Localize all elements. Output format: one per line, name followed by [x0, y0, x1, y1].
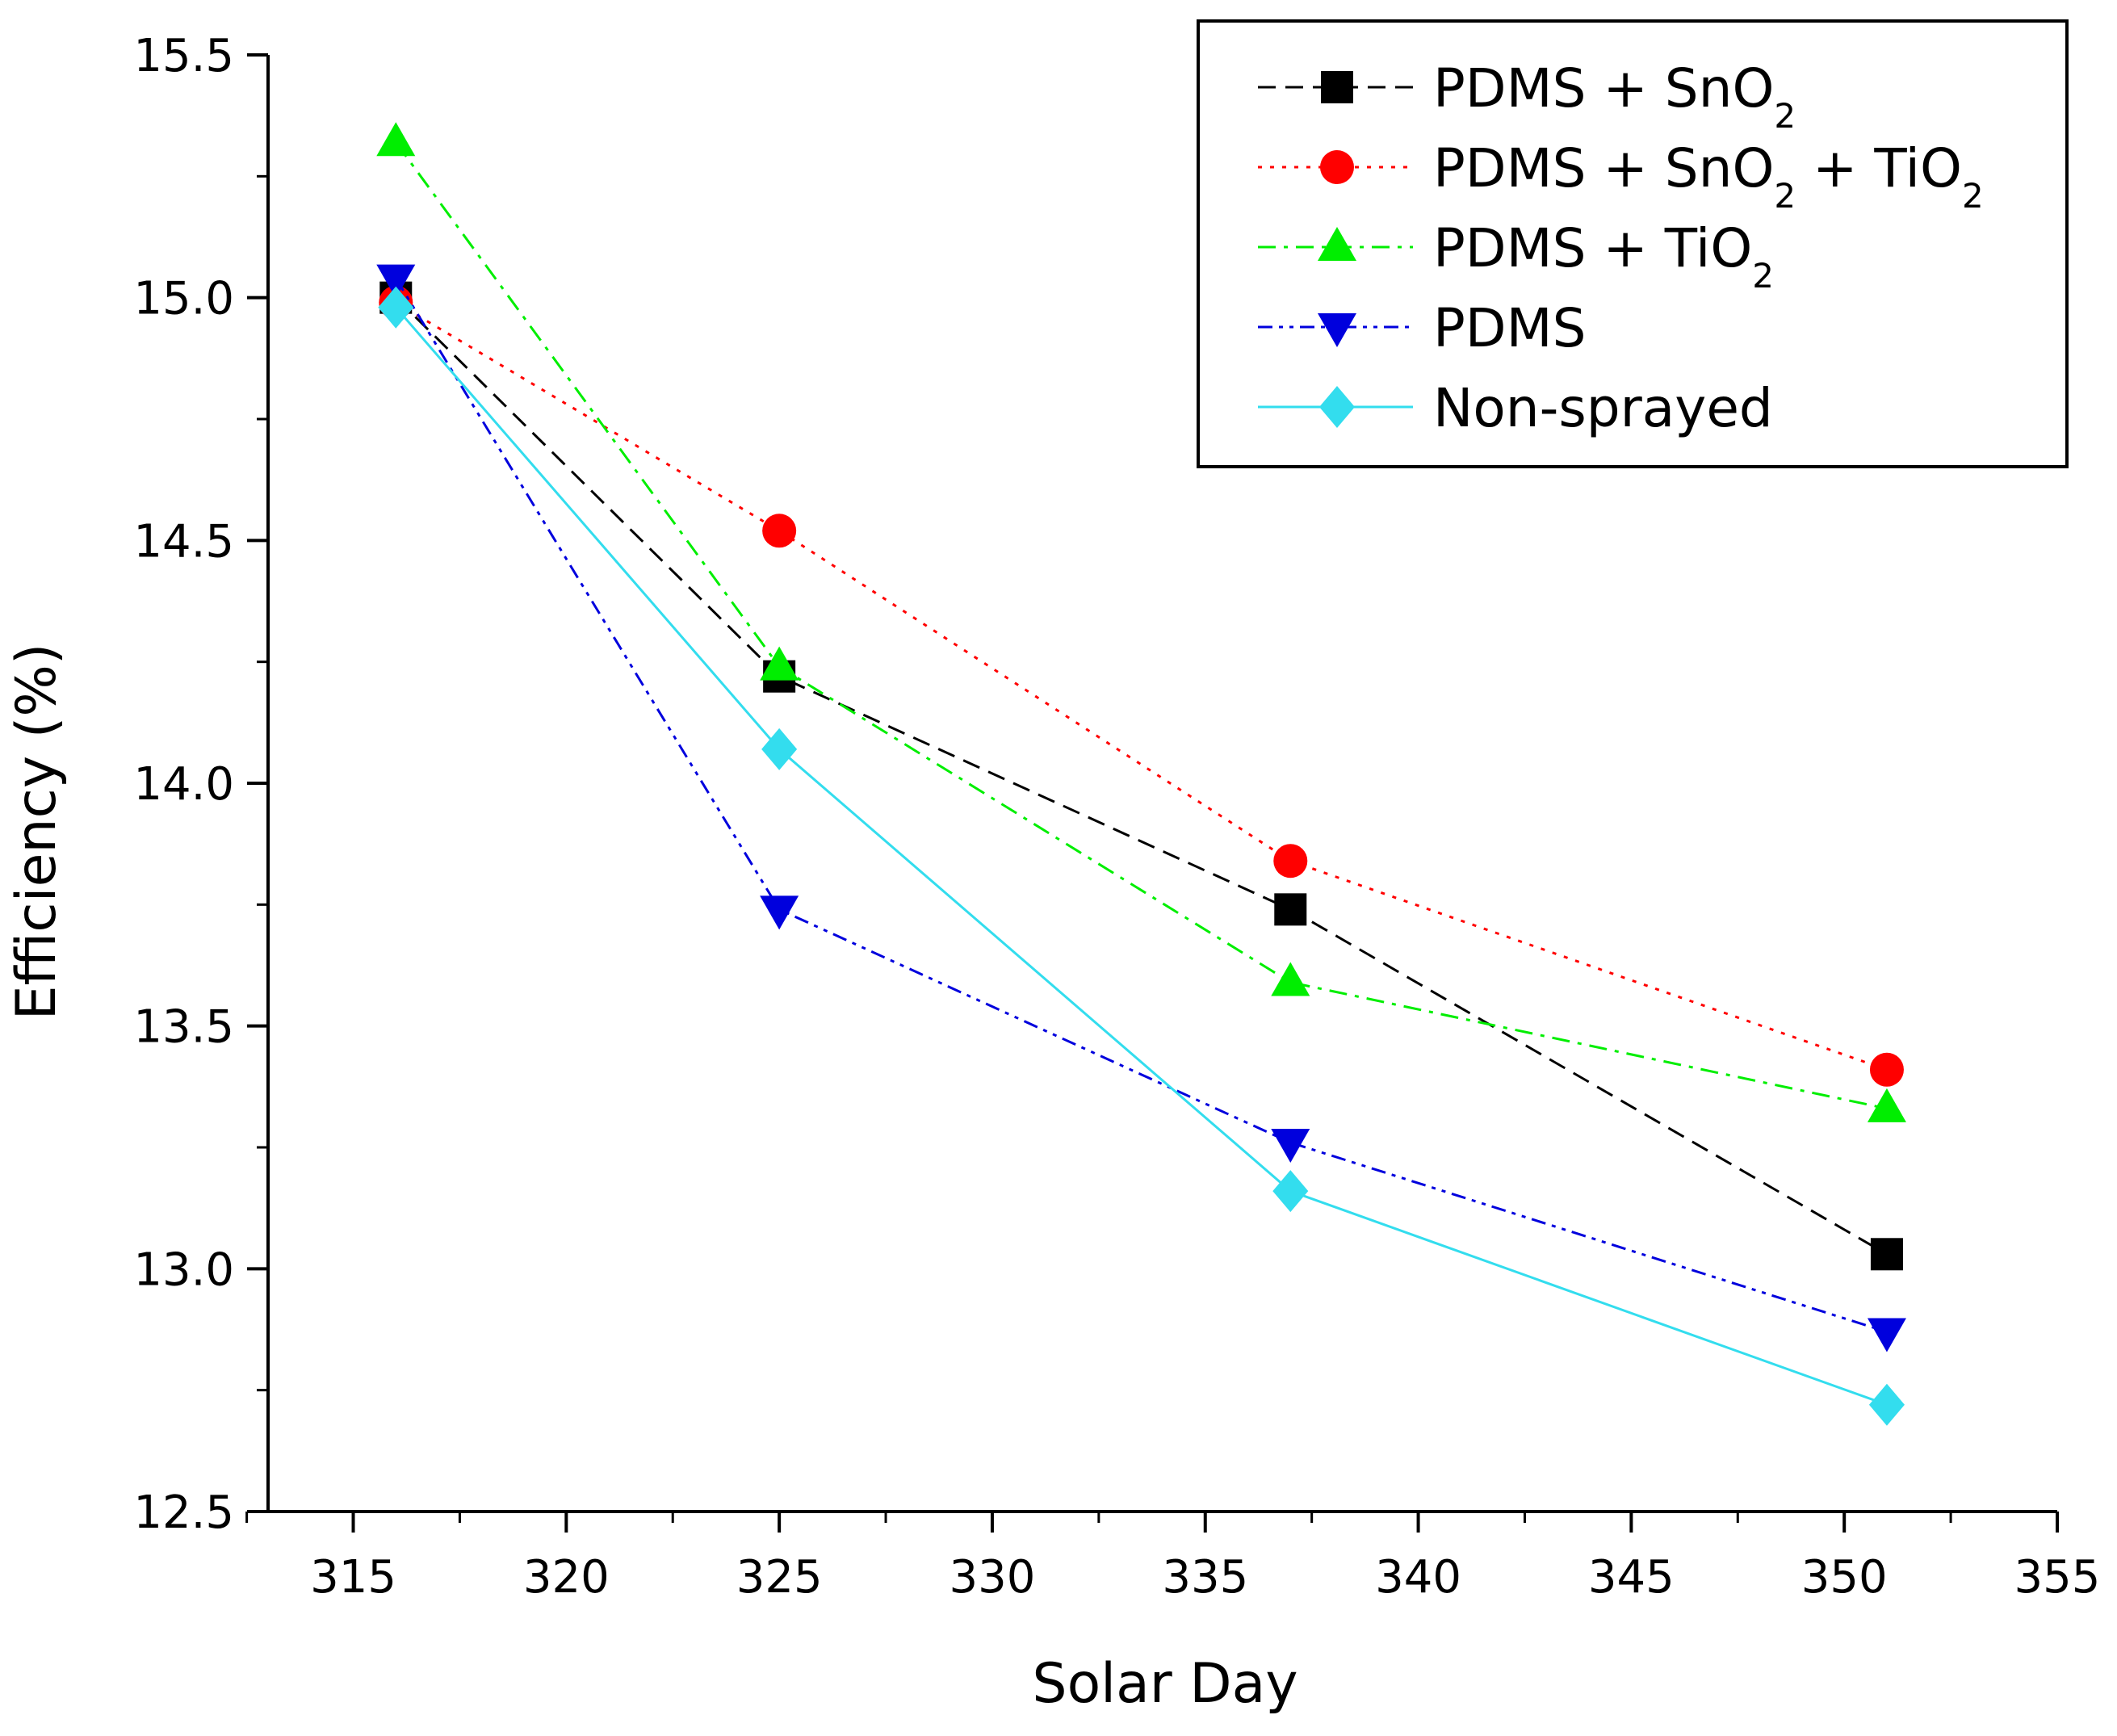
legend-label: Non-sprayed [1433, 377, 1773, 439]
series-line [395, 306, 1888, 1407]
legend-marker [1320, 150, 1354, 184]
x-tick-label: 345 [1588, 1551, 1675, 1604]
x-tick-label: 325 [736, 1551, 823, 1604]
data-point [1867, 1088, 1906, 1122]
legend-item: PDMS + TiO2 [1258, 217, 1774, 296]
x-tick-label: 335 [1162, 1551, 1248, 1604]
data-point [1271, 962, 1310, 996]
data-point [762, 514, 797, 548]
legend-label: PDMS [1433, 297, 1586, 359]
data-point [1870, 1238, 1903, 1271]
series-line [395, 296, 1888, 1256]
legend-marker [1318, 227, 1356, 261]
legend-marker [1318, 313, 1356, 347]
data-point [761, 728, 798, 770]
legend-item: Non-sprayed [1258, 377, 1773, 439]
legend-label: PDMS + SnO2 [1433, 57, 1796, 136]
series-4 [376, 264, 1906, 1352]
series-layer [376, 122, 1906, 1426]
data-point [760, 646, 799, 681]
x-axis-title: Solar Day [1032, 1652, 1297, 1716]
legend-item: PDMS + SnO2 + TiO2 [1258, 137, 1984, 216]
y-tick-label: 15.5 [133, 30, 234, 82]
data-point [378, 286, 414, 329]
data-point [376, 122, 416, 157]
y-axis-title: Efficiency (%) [5, 644, 69, 1021]
y-tick-label: 13.0 [133, 1243, 234, 1296]
data-point [760, 895, 799, 930]
data-point [376, 264, 416, 299]
data-point [1271, 1128, 1310, 1163]
legend-label: PDMS + SnO2 + TiO2 [1433, 137, 1984, 216]
data-point [1867, 1318, 1906, 1352]
x-tick-label: 320 [523, 1551, 610, 1604]
legend-item: PDMS + SnO2 [1258, 57, 1796, 136]
y-tick-label: 15.0 [133, 273, 234, 325]
y-tick-label: 14.0 [133, 758, 234, 811]
y-tick-label: 13.5 [133, 1001, 234, 1054]
series-5 [378, 286, 1905, 1426]
data-point [1868, 1383, 1905, 1426]
series-line [395, 141, 1888, 1110]
legend-item: PDMS [1258, 297, 1586, 359]
data-point [1272, 1170, 1309, 1213]
y-tick-label: 14.5 [133, 515, 234, 568]
x-tick-label: 330 [950, 1551, 1036, 1604]
legend-marker [1321, 71, 1353, 103]
series-line [395, 301, 1888, 1071]
y-tick-label: 12.5 [133, 1487, 234, 1539]
data-point [1274, 893, 1307, 926]
legend-marker [1319, 386, 1355, 428]
axes: 315 320 325 330 335 340 345 350 355 12.5 13.0 13.5 1… [133, 30, 2100, 1604]
x-tick-label: 350 [1801, 1551, 1888, 1604]
series-3 [376, 122, 1906, 1122]
series-line [395, 277, 1888, 1333]
x-tick-label: 340 [1375, 1551, 1461, 1604]
x-tick-label: 315 [310, 1551, 396, 1604]
x-tick-label: 355 [2014, 1551, 2101, 1604]
data-point [1869, 1052, 1904, 1087]
data-point [1273, 844, 1308, 878]
legend-label: PDMS + TiO2 [1433, 217, 1774, 296]
